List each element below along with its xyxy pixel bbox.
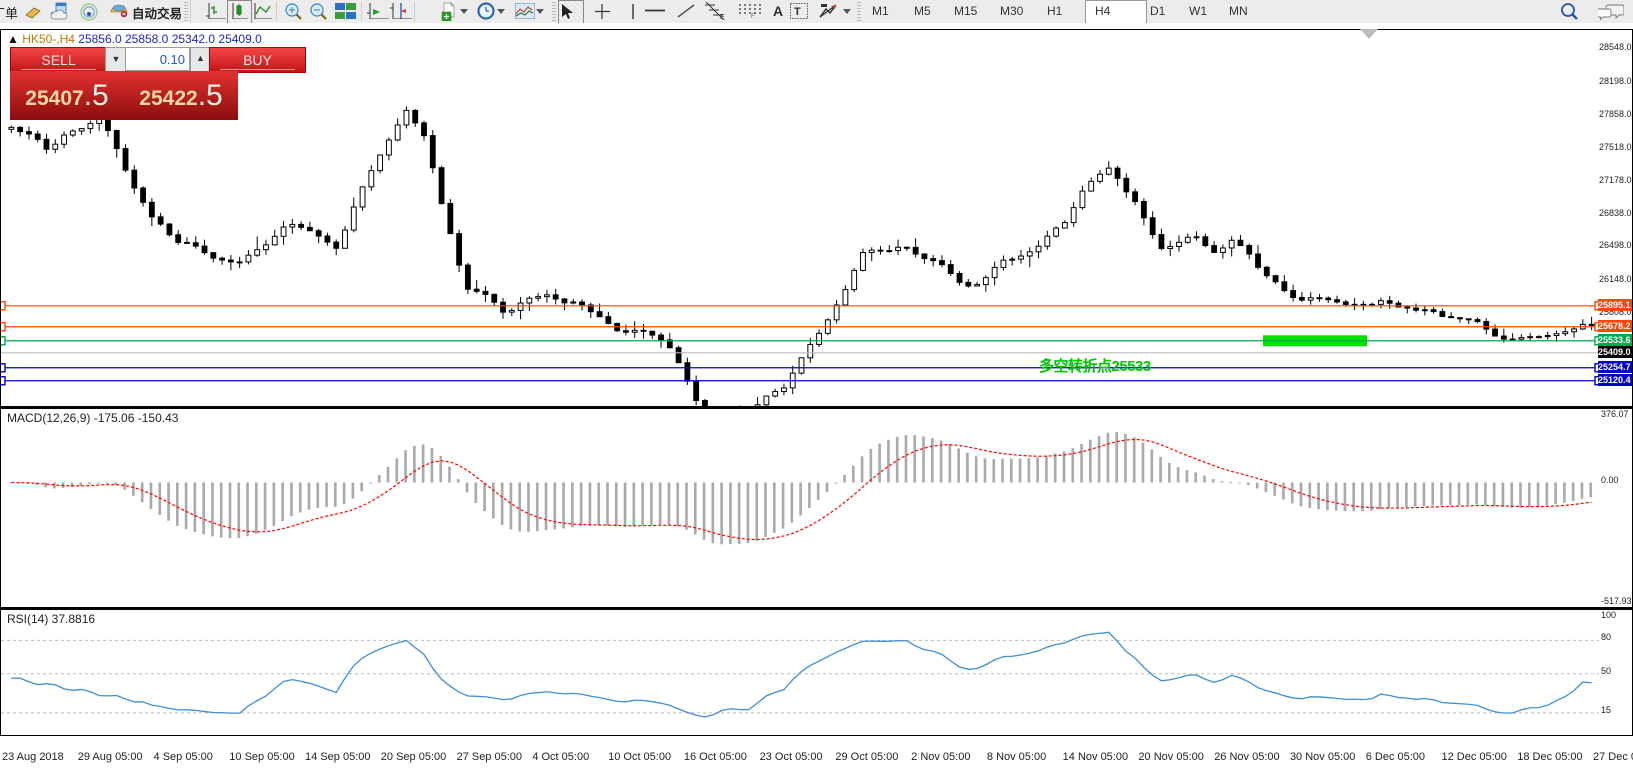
svg-text:F: F xyxy=(751,14,755,18)
svg-text:T: T xyxy=(794,6,801,18)
svg-text:E: E xyxy=(720,14,725,20)
